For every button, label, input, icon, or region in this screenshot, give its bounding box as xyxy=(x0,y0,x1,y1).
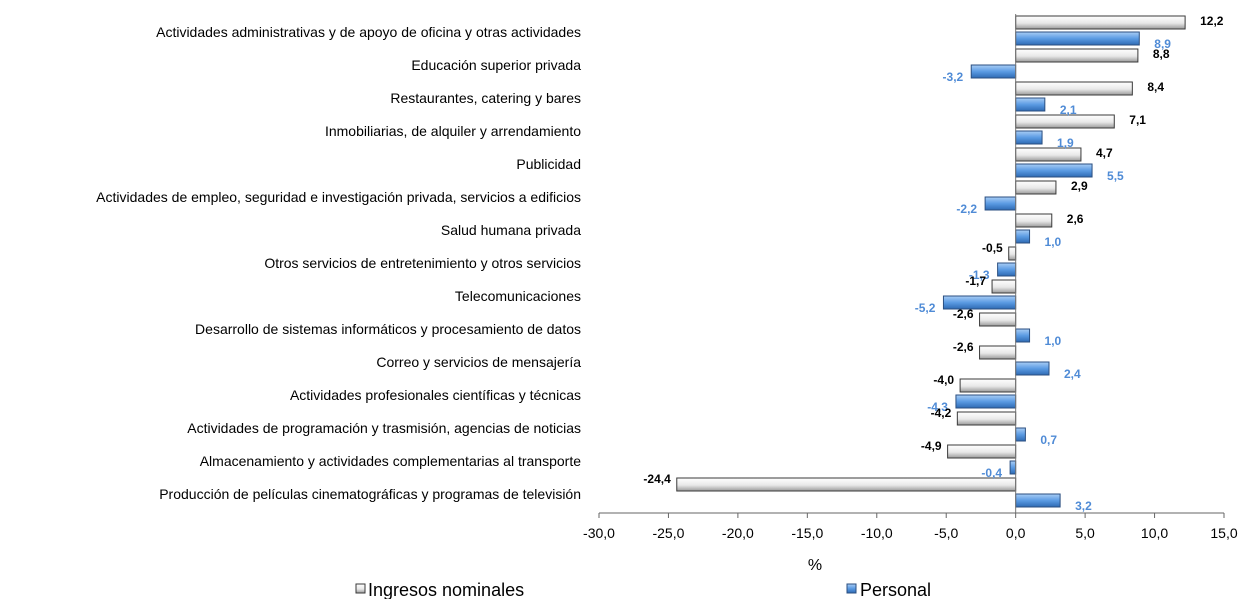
data-label-personal: 1,9 xyxy=(1057,136,1074,150)
x-tick-label: -5,0 xyxy=(934,525,958,541)
bar-personal xyxy=(997,262,1017,277)
bar-personal xyxy=(1015,229,1031,244)
x-tick-label: 10,0 xyxy=(1141,525,1168,541)
x-axis: -30,0 -25,0 -20,0 -15,0 -10,0 -5,0 0,0 5,0 10,0 1… xyxy=(583,14,1238,541)
x-tick-label: 0,0 xyxy=(1006,525,1026,541)
x-tick-label: -15,0 xyxy=(791,525,823,541)
bar-ingresos xyxy=(1015,15,1186,30)
bar-personal xyxy=(1015,130,1043,145)
legend-swatch-ingresos xyxy=(355,583,366,594)
category-label: Desarrollo de sistemas informáticos y pr… xyxy=(195,321,581,337)
category-label: Producción de películas cinematográficas… xyxy=(159,486,581,502)
data-label-ingresos: 4,7 xyxy=(1096,146,1113,160)
bar-personal xyxy=(1009,460,1017,475)
bar-personal xyxy=(1015,328,1031,343)
data-label-personal: 1,0 xyxy=(1045,334,1062,348)
data-label-ingresos: 2,9 xyxy=(1071,179,1088,193)
x-tick-label: -30,0 xyxy=(583,525,615,541)
data-label-personal: 8,9 xyxy=(1154,37,1171,51)
bar-personal xyxy=(970,64,1017,79)
data-label-ingresos: -1,7 xyxy=(965,274,986,288)
data-label-ingresos: -4,2 xyxy=(931,406,952,420)
data-labels: 12,2 8,98,8 -3,2 8,4 2,1 7,1 1,9 4,7 5,5 2,9 -2,2 2… xyxy=(643,14,1223,513)
data-label-personal: 2,1 xyxy=(1060,103,1077,117)
data-label-personal: -3,2 xyxy=(943,70,964,84)
data-label-ingresos: 2,6 xyxy=(1067,212,1084,226)
bar-ingresos xyxy=(1015,180,1057,195)
data-label-personal: 3,2 xyxy=(1075,499,1092,513)
bar-personal xyxy=(955,394,1017,409)
data-label-personal: -2,2 xyxy=(956,202,977,216)
data-label-ingresos: 8,8 xyxy=(1153,47,1170,61)
x-tick-label: 5,0 xyxy=(1075,525,1095,541)
legend-label-personal: Personal xyxy=(860,580,931,599)
category-label: Otros servicios de entretenimiento y otr… xyxy=(264,255,581,271)
data-label-personal: -4,3 xyxy=(927,400,948,414)
data-label-personal: -0,4 xyxy=(981,466,1002,480)
x-tick-label: -10,0 xyxy=(861,525,893,541)
data-label-personal: 5,5 xyxy=(1107,169,1124,183)
bar-ingresos xyxy=(959,378,1017,393)
bar-ingresos xyxy=(991,279,1017,294)
bar-personal xyxy=(1015,163,1093,178)
data-label-personal: 2,4 xyxy=(1064,367,1081,381)
category-label: Educación superior privada xyxy=(411,57,581,73)
category-label: Actividades administrativas y de apoyo d… xyxy=(156,24,581,40)
category-label: Actividades de programación y trasmisión… xyxy=(187,420,581,436)
bar-personal xyxy=(1015,427,1026,442)
x-tick-label: -20,0 xyxy=(722,525,754,541)
bar-personal xyxy=(1015,97,1046,112)
data-label-personal: -1,3 xyxy=(969,268,990,282)
bar-ingresos xyxy=(979,312,1017,327)
bar-personal xyxy=(984,196,1017,211)
bar-ingresos xyxy=(947,444,1017,459)
category-label: Almacenamiento y actividades complementa… xyxy=(200,453,582,469)
category-label: Salud humana privada xyxy=(441,222,581,238)
data-label-personal: 0,7 xyxy=(1040,433,1057,447)
data-label-ingresos: -4,9 xyxy=(921,439,942,453)
category-label: Inmobiliarias, de alquiler y arrendamien… xyxy=(325,123,581,139)
data-label-ingresos: -0,5 xyxy=(982,241,1003,255)
data-label-personal: -5,2 xyxy=(915,301,936,315)
legend-swatch-personal xyxy=(846,583,857,594)
data-label-ingresos: -24,4 xyxy=(643,472,671,486)
data-label-ingresos: -2,6 xyxy=(953,340,974,354)
bars-layer xyxy=(676,15,1186,508)
category-label: Telecomunicaciones xyxy=(455,288,581,304)
x-tick-label: 15,0 xyxy=(1210,525,1237,541)
bar-ingresos xyxy=(956,411,1017,426)
category-label: Restaurantes, catering y bares xyxy=(390,90,581,106)
category-labels: Actividades administrativas y de apoyo d… xyxy=(96,24,581,502)
data-label-ingresos: 12,2 xyxy=(1200,14,1224,28)
data-label-ingresos: -4,0 xyxy=(933,373,954,387)
bar-ingresos xyxy=(1008,246,1017,261)
bar-ingresos xyxy=(1015,213,1053,228)
category-label: Actividades de empleo, seguridad e inves… xyxy=(96,189,581,205)
bar-personal xyxy=(1015,31,1140,46)
data-label-ingresos: 8,4 xyxy=(1147,80,1164,94)
data-label-ingresos: -2,6 xyxy=(953,307,974,321)
legend: Ingresos nominales Personal xyxy=(355,580,931,599)
category-label: Publicidad xyxy=(516,156,581,172)
bar-personal xyxy=(1015,361,1050,376)
data-label-ingresos: 7,1 xyxy=(1129,113,1146,127)
x-tick-label: -25,0 xyxy=(652,525,684,541)
category-label: Correo y servicios de mensajería xyxy=(376,354,581,370)
category-label: Actividades profesionales científicas y … xyxy=(290,387,581,403)
bar-ingresos xyxy=(1015,48,1139,63)
data-label-personal: 1,0 xyxy=(1045,235,1062,249)
bar-ingresos xyxy=(1015,81,1133,96)
x-axis-title: % xyxy=(808,557,822,574)
bar-personal xyxy=(1015,493,1061,508)
bar-ingresos xyxy=(676,477,1017,492)
legend-label-ingresos: Ingresos nominales xyxy=(368,580,524,599)
bar-ingresos xyxy=(979,345,1017,360)
